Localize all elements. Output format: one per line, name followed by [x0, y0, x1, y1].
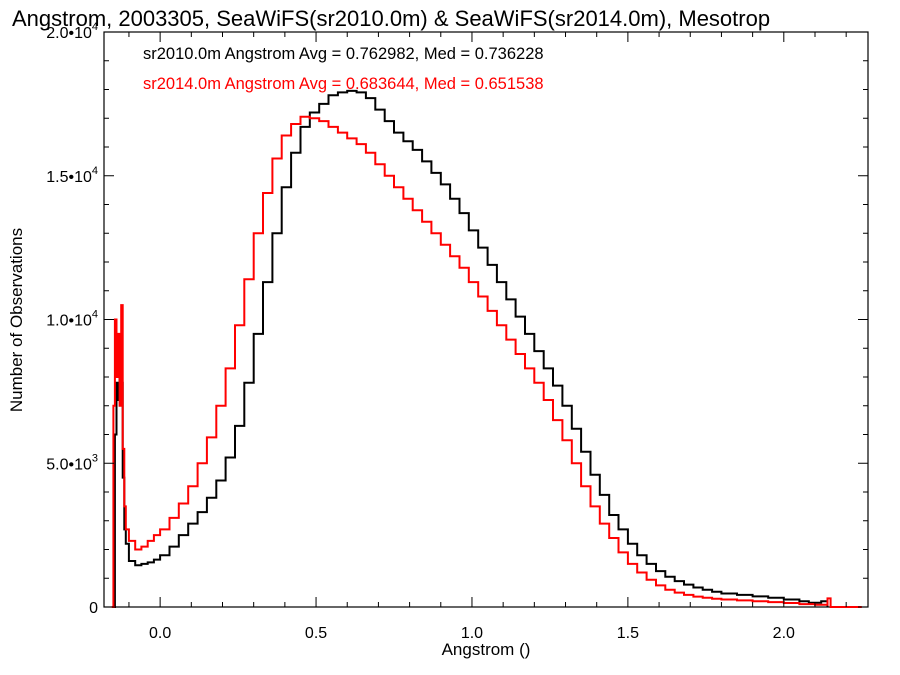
y-axis-title: Number of Observations	[7, 228, 26, 412]
chart-title: Angstrom, 2003305, SeaWiFS(sr2010.0m) & …	[12, 6, 770, 31]
x-tick-label: 1.0	[461, 625, 483, 642]
legend-entry: sr2014.0m Angstrom Avg = 0.683644, Med =…	[143, 75, 544, 93]
plot-frame	[103, 31, 869, 608]
x-tick-label: 1.5	[617, 625, 639, 642]
series-line-1	[111, 115, 862, 608]
y-tick-label: 5.0•103	[46, 452, 98, 473]
y-tick-label: 1.5•104	[46, 165, 98, 186]
x-tick-label: 2.0	[773, 625, 795, 642]
series-line-0	[113, 89, 829, 608]
legend: sr2010.0m Angstrom Avg = 0.762982, Med =…	[143, 45, 544, 93]
x-tick-label: 0.5	[305, 625, 327, 642]
x-axis-title: Angstrom ()	[442, 640, 531, 659]
x-tick-label: 0.0	[149, 625, 171, 642]
y-tick-label: 0	[89, 600, 98, 617]
y-tick-label: 2.0•104	[46, 21, 98, 42]
legend-entry: sr2010.0m Angstrom Avg = 0.762982, Med =…	[143, 45, 544, 63]
y-tick-label: 1.0•104	[46, 309, 98, 330]
